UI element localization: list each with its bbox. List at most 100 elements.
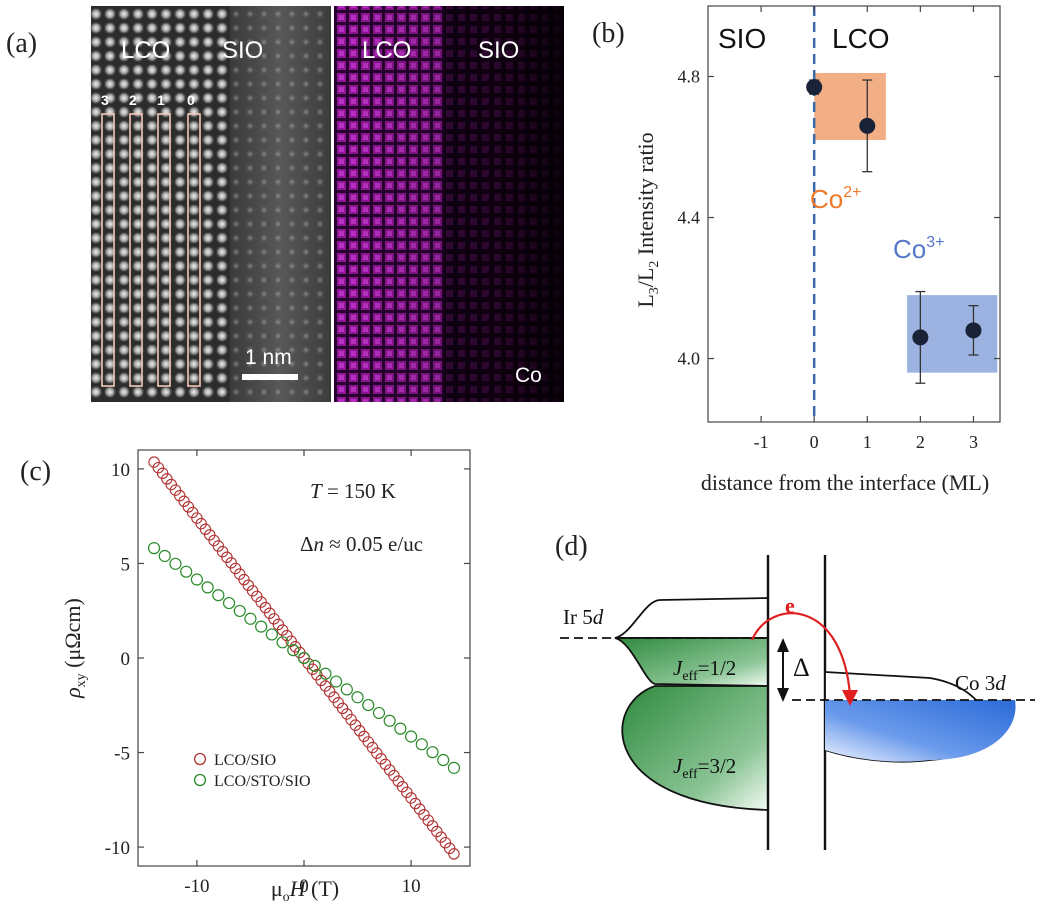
c-point-lco-sto-sio bbox=[437, 753, 450, 767]
panel-c-label: (c) bbox=[20, 456, 51, 487]
haadf-atom bbox=[89, 161, 103, 175]
haadf-atom bbox=[187, 217, 201, 231]
haadf-atom bbox=[89, 147, 103, 161]
haadf-atom bbox=[273, 219, 283, 229]
c-point-lco-sto-sio bbox=[190, 573, 204, 586]
haadf-atom bbox=[173, 273, 187, 287]
haadf-atom bbox=[287, 93, 297, 103]
haadf-atom bbox=[215, 77, 229, 91]
haadf-atom bbox=[231, 65, 241, 75]
b-xtick-label: 3 bbox=[969, 432, 978, 452]
haadf-atom bbox=[231, 387, 241, 397]
column-number-2: 2 bbox=[129, 92, 137, 108]
c-point-lco-sto-sio bbox=[362, 698, 375, 712]
haadf-atom bbox=[301, 121, 311, 131]
haadf-atom bbox=[89, 133, 103, 147]
haadf-atom bbox=[301, 37, 311, 47]
haadf-atom bbox=[89, 245, 103, 259]
haadf-atom bbox=[187, 189, 201, 203]
c-point-lco-sto-sio bbox=[287, 644, 300, 657]
haadf-atom bbox=[145, 133, 159, 147]
haadf-atom bbox=[245, 121, 255, 131]
haadf-atom bbox=[187, 385, 201, 399]
haadf-atom bbox=[89, 21, 103, 35]
haadf-atom bbox=[315, 261, 325, 271]
haadf-atom bbox=[273, 191, 283, 201]
haadf-atom bbox=[231, 331, 241, 341]
haadf-atom bbox=[117, 7, 131, 21]
haadf-atom bbox=[187, 371, 201, 385]
haadf-atom bbox=[301, 275, 311, 285]
haadf-atom bbox=[117, 161, 131, 175]
haadf-atom bbox=[173, 63, 187, 77]
c-point-lco-sto-sio bbox=[180, 565, 193, 578]
c-point-lco-sto-sio bbox=[169, 557, 182, 570]
haadf-atom bbox=[301, 93, 311, 103]
haadf-atom bbox=[273, 37, 283, 47]
haadf-atom bbox=[259, 317, 269, 327]
c-point-lco-sto-sio bbox=[383, 714, 396, 727]
haadf-atom bbox=[231, 247, 241, 257]
haadf-atom bbox=[259, 331, 269, 341]
haadf-atom bbox=[103, 385, 117, 399]
haadf-atom bbox=[245, 247, 255, 257]
c-ytick-label: 5 bbox=[121, 554, 131, 575]
legend-marker-lco-sto-sio bbox=[193, 773, 207, 787]
co3-label: Co3+ bbox=[893, 234, 945, 264]
haadf-atom bbox=[259, 23, 269, 33]
b-ytick-label: 4.8 bbox=[678, 67, 701, 87]
haadf-atom bbox=[215, 217, 229, 231]
column-boxes bbox=[101, 113, 201, 387]
haadf-atom bbox=[89, 203, 103, 217]
haadf-atom bbox=[89, 315, 103, 329]
haadf-atom bbox=[117, 273, 131, 287]
c-point-lco-sto-sio bbox=[222, 596, 236, 610]
haadf-atom bbox=[215, 329, 229, 343]
haadf-atom bbox=[159, 7, 173, 21]
c-point-lco-sto-sio bbox=[276, 636, 289, 649]
haadf-atom bbox=[315, 387, 325, 397]
haadf-atom bbox=[287, 359, 297, 369]
haadf-atom bbox=[273, 303, 283, 313]
haadf-atom bbox=[215, 315, 229, 329]
haadf-atom bbox=[245, 93, 255, 103]
haadf-atom bbox=[259, 65, 269, 75]
haadf-atom bbox=[89, 385, 103, 399]
haadf-atom bbox=[173, 343, 187, 357]
haadf-atom bbox=[173, 35, 187, 49]
electron-arrowhead bbox=[842, 690, 858, 706]
haadf-atom bbox=[159, 49, 173, 63]
haadf-atom bbox=[145, 35, 159, 49]
haadf-atom bbox=[245, 23, 255, 33]
haadf-atom bbox=[103, 77, 117, 91]
haadf-atom bbox=[89, 119, 103, 133]
haadf-atom bbox=[245, 37, 255, 47]
haadf-atom bbox=[287, 135, 297, 145]
haadf-atom bbox=[89, 35, 103, 49]
haadf-atom bbox=[215, 245, 229, 259]
haadf-atom bbox=[231, 135, 241, 145]
haadf-atom bbox=[215, 175, 229, 189]
haadf-atom bbox=[245, 233, 255, 243]
haadf-atom bbox=[315, 93, 325, 103]
haadf-atom bbox=[215, 385, 229, 399]
delta-arrowhead-up bbox=[777, 638, 789, 652]
haadf-atom bbox=[287, 51, 297, 61]
panel-a: (a) LCO SIO 3 2 1 0 1 nm bbox=[6, 6, 564, 402]
haadf-atom bbox=[259, 93, 269, 103]
haadf-atom bbox=[103, 21, 117, 35]
haadf-atom bbox=[187, 133, 201, 147]
haadf-atom bbox=[215, 371, 229, 385]
haadf-atom bbox=[273, 135, 283, 145]
haadf-atom bbox=[159, 385, 173, 399]
c-point-lco-sto-sio bbox=[415, 738, 428, 751]
haadf-atom bbox=[201, 77, 215, 91]
haadf-atom bbox=[273, 345, 283, 355]
haadf-atom bbox=[201, 7, 215, 21]
haadf-atom bbox=[259, 37, 269, 47]
haadf-atom bbox=[315, 289, 325, 299]
haadf-atom bbox=[131, 385, 145, 399]
haadf-atom bbox=[145, 385, 159, 399]
haadf-atom bbox=[301, 247, 311, 257]
haadf-atom bbox=[201, 259, 215, 273]
